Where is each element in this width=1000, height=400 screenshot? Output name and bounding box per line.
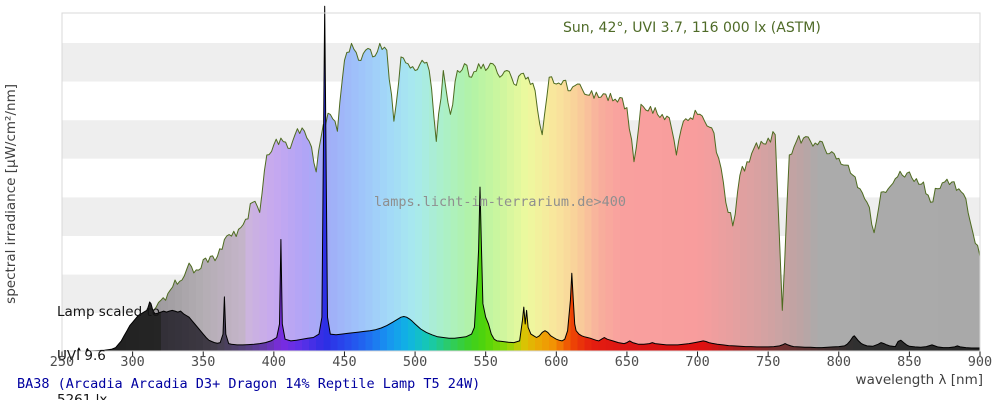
x-tick-label: 300 [120,354,145,370]
x-axis-title: wavelength λ [nm] [855,372,983,388]
x-tick-label: 400 [261,354,287,370]
x-tick-label: 500 [402,354,428,370]
x-tick-label: 900 [967,354,993,370]
x-axis-ticks [61,351,981,356]
lamp-scale-line3: 5261 lx [57,391,108,400]
x-tick-label: 350 [191,354,216,370]
lamp-series-area [62,6,980,351]
lamp-series-line [62,5,980,352]
sun-series-line [62,42,981,352]
lamp-scale-line1: Lamp scaled to [57,304,161,321]
y-axis-title: spectral irradiance [µW/cm²/nm] [3,84,19,304]
x-tick-label: 550 [473,354,498,370]
watermark: lamps.licht-im-terrarium.de>400 [374,194,626,210]
sun-series-area [62,43,980,352]
x-tick-label: 600 [544,354,569,370]
x-tick-label: 800 [826,354,851,370]
x-tick-label: 750 [755,354,781,370]
x-tick-label: 650 [614,354,640,370]
lamp-scale-line2: UVI 9.6 [57,347,106,364]
x-tick-label: 700 [685,354,710,370]
lamp-scale-annotation: Lamp scaled to UVI 9.6 5261 lx [57,276,160,400]
lamp-name-title: BA38 (Arcadia Arcadia D3+ Dragon 14% Rep… [17,376,481,392]
plot-border [61,12,981,352]
x-tick-label: 250 [49,354,75,370]
x-tick-label: 850 [897,354,922,370]
grid-band [62,13,980,43]
x-tick-label: 450 [332,354,357,370]
sun-series-label: Sun, 42°, UVI 3.7, 116 000 lx (ASTM) [563,20,821,36]
